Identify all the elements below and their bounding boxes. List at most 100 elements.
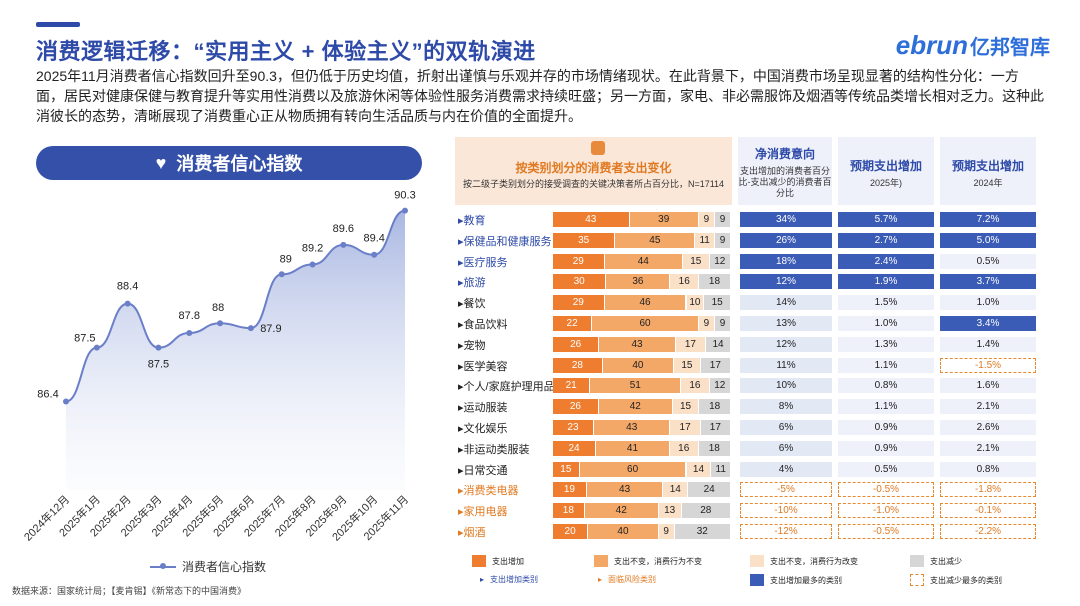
- table-cell: 0.5%: [940, 253, 1036, 269]
- legend-label-behavior: 支出不变，消费行为改变: [770, 556, 858, 566]
- legend-label-increase: 支出增加: [492, 556, 524, 566]
- bar-segment: 15: [674, 357, 700, 373]
- bar-segment: 28: [681, 503, 730, 519]
- bar-segment: 60: [592, 316, 698, 331]
- confidence-point: [247, 325, 254, 332]
- bar-segment: 32: [674, 524, 730, 539]
- table-cell: 1.3%: [838, 336, 934, 352]
- confidence-data-label: 87.5: [74, 333, 95, 345]
- legend-line-label: 消费者信心指数: [182, 560, 267, 574]
- table-cell: 34%: [740, 212, 832, 227]
- legend-label-risk: 面临风险类别: [608, 575, 657, 584]
- table-cell: 7.2%: [940, 212, 1036, 227]
- col2024-title: 预期支出增加: [951, 159, 1024, 173]
- bar-segment: 21: [553, 378, 590, 394]
- bar-segment: 14: [663, 482, 688, 498]
- bar-segment: 43: [553, 212, 629, 227]
- bar-segment: 43: [593, 420, 670, 435]
- bar-segment: 24: [553, 440, 596, 456]
- table-cell: 1.0%: [838, 316, 934, 331]
- bar-segment: 60: [579, 461, 686, 477]
- table-cell: 1.5%: [838, 295, 934, 311]
- bar-segment: 24: [688, 482, 730, 498]
- confidence-point: [155, 344, 162, 351]
- bar-segment: 17: [700, 357, 730, 373]
- table-cell: 18%: [740, 253, 832, 269]
- table-cell: 0.5%: [838, 461, 934, 477]
- row-label: ▸宠物: [458, 339, 486, 352]
- confidence-point: [371, 251, 378, 258]
- page-title: 消费逻辑迁移：“实用主义 + 体验主义”的双轨演进: [36, 39, 536, 64]
- confidence-data-label: 87.9: [260, 323, 281, 335]
- confidence-point: [278, 271, 285, 278]
- table-cell: 0.8%: [838, 378, 934, 394]
- bar-segment: 19: [553, 482, 586, 498]
- bar-segment: 42: [598, 399, 672, 415]
- bar-segment: 39: [629, 212, 698, 227]
- confidence-data-label: 87.5: [148, 359, 169, 371]
- intro-paragraph: 2025年11月消费者信心指数回升至90.3，但仍低于历史均值，折射出谨慎与乐观…: [36, 68, 1044, 124]
- legend-swatch-behavior: [750, 555, 764, 567]
- table-cell: 2.1%: [940, 399, 1036, 415]
- bar-segment: 44: [604, 253, 682, 269]
- data-source: 数据来源：国家统计局；【麦肯锡】《新常态下的中国消费》: [12, 586, 247, 596]
- bar-segment: 29: [553, 295, 604, 311]
- row-label: ▸文化娱乐: [458, 423, 508, 435]
- spending-table-subtitle: 按二级子类别划分的接受调查的关键决策者所占百分比，N=17114: [462, 179, 725, 189]
- bar-segment: 15: [672, 399, 699, 415]
- bar-segment: 36: [606, 274, 670, 290]
- bar-segment: 9: [658, 524, 674, 539]
- bar-segment: 46: [604, 295, 686, 311]
- table-cell: 1.9%: [838, 274, 934, 290]
- legend-swatch-increase: [472, 555, 486, 567]
- legend-line-swatch: [150, 562, 176, 569]
- bar-segment: 29: [553, 253, 604, 269]
- legend-unchanged: 支出不变，消费行为不变: [594, 555, 702, 567]
- bar-segment: 14: [686, 461, 711, 477]
- bar-segment: 18: [698, 274, 730, 290]
- confidence-data-label: 89.4: [363, 233, 384, 245]
- table-cell: 14%: [740, 295, 832, 311]
- col2024-note: 2024年: [973, 178, 1003, 188]
- bar-segment: 16: [669, 440, 698, 456]
- table-cell: -0.5%: [838, 482, 934, 498]
- bar-segment: 16: [681, 378, 709, 394]
- line-chart-legend: 消费者信心指数: [150, 558, 266, 575]
- table-cell: -12%: [740, 524, 832, 539]
- legend-swatch-most-inc: [750, 574, 764, 586]
- bar-segment: 40: [602, 357, 674, 373]
- table-cell: -5%: [740, 482, 832, 498]
- row-label: ▸教育: [458, 215, 486, 227]
- bar-segment: 18: [699, 399, 730, 415]
- row-label: ▸非运动类服装: [458, 443, 530, 456]
- confidence-point: [309, 261, 316, 268]
- bar-segment: 42: [584, 503, 658, 519]
- confidence-data-label: 88.4: [117, 281, 138, 293]
- row-label: ▸旅游: [458, 277, 486, 290]
- confidence-index-heading: ♥ 消费者信心指数: [36, 146, 422, 180]
- confidence-point: [402, 207, 408, 214]
- bar-segment: 26: [553, 399, 598, 415]
- legend-swatch-decrease: [910, 555, 924, 567]
- bar-segment: 45: [615, 232, 695, 248]
- table-cell: 0.9%: [838, 440, 934, 456]
- table-cell: 13%: [740, 316, 832, 331]
- confidence-point: [63, 398, 69, 405]
- table-cell: 5.7%: [838, 212, 934, 227]
- legend-label-decrease: 支出减少: [930, 556, 962, 566]
- bar-segment: 17: [675, 336, 706, 352]
- table-cell: 3.7%: [940, 274, 1036, 290]
- bar-segment: 9: [714, 232, 730, 248]
- triangle-icon: ▸: [480, 575, 485, 584]
- col2025-note: 2025年): [869, 178, 903, 188]
- confidence-area: [66, 210, 405, 490]
- bar-segment: 11: [695, 232, 714, 248]
- bar-segment: 20: [553, 524, 588, 539]
- table-cell: -1.5%: [940, 357, 1036, 373]
- confidence-point: [340, 241, 347, 248]
- row-label: ▸医疗服务: [458, 256, 508, 269]
- bar-segment: 35: [553, 232, 615, 248]
- table-cell: 6%: [740, 420, 832, 435]
- table-cell: -0.1%: [940, 503, 1036, 519]
- bar-segment: 43: [599, 336, 675, 352]
